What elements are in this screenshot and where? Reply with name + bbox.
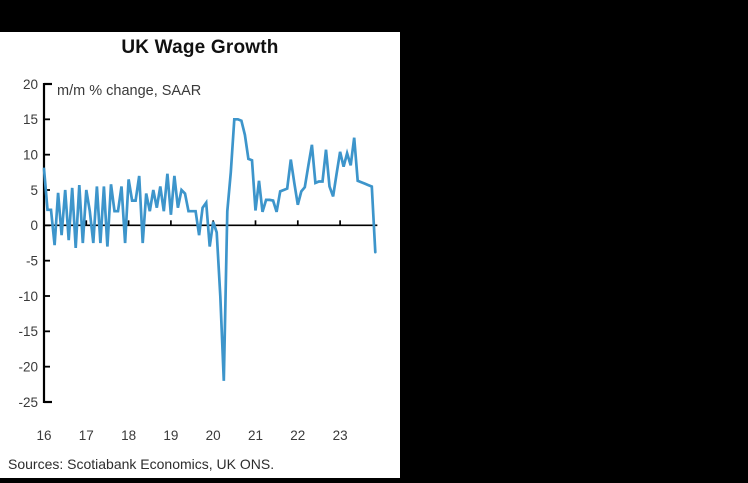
chart-title: UK Wage Growth	[121, 37, 279, 58]
y-axis-tick-label: 5	[30, 183, 38, 198]
x-axis-tick-label: 17	[79, 428, 94, 443]
y-axis-tick-label: -15	[18, 324, 38, 339]
chart-panel: UK Wage Growth 20 15 10 5 0 -5 -10 -15 -20 -25 16 1…	[0, 32, 400, 478]
y-axis-tick-label: -5	[26, 253, 38, 268]
y-axis-tick-label: 20	[23, 77, 38, 92]
wage-growth-line-chart: 20 15 10 5 0 -5 -10 -15 -20 -25 16 17 18 19 20 21 22 23	[18, 77, 378, 443]
x-axis-tick-label: 20	[206, 428, 221, 443]
y-axis-tick-label: 10	[23, 147, 38, 162]
y-axis-tick-label: -25	[18, 395, 38, 410]
x-axis-tick-label: 19	[163, 428, 178, 443]
x-axis-tick-label: 21	[248, 428, 263, 443]
wage-growth-data-line	[42, 117, 377, 381]
y-axis-tick-label: 15	[23, 112, 38, 127]
x-axis-tick-label: 23	[333, 428, 348, 443]
y-axis-tick-label: 0	[30, 218, 38, 233]
x-axis-tick-label: 18	[121, 428, 136, 443]
x-axis-tick-label: 22	[290, 428, 305, 443]
chart-subtitle: m/m % change, SAAR	[57, 83, 202, 99]
y-axis-tick-label: -10	[18, 289, 38, 304]
x-axis-tick-label: 16	[36, 428, 51, 443]
chart-source-note: Sources: Scotiabank Economics, UK ONS.	[8, 456, 275, 472]
y-axis-tick-label: -20	[18, 359, 38, 374]
